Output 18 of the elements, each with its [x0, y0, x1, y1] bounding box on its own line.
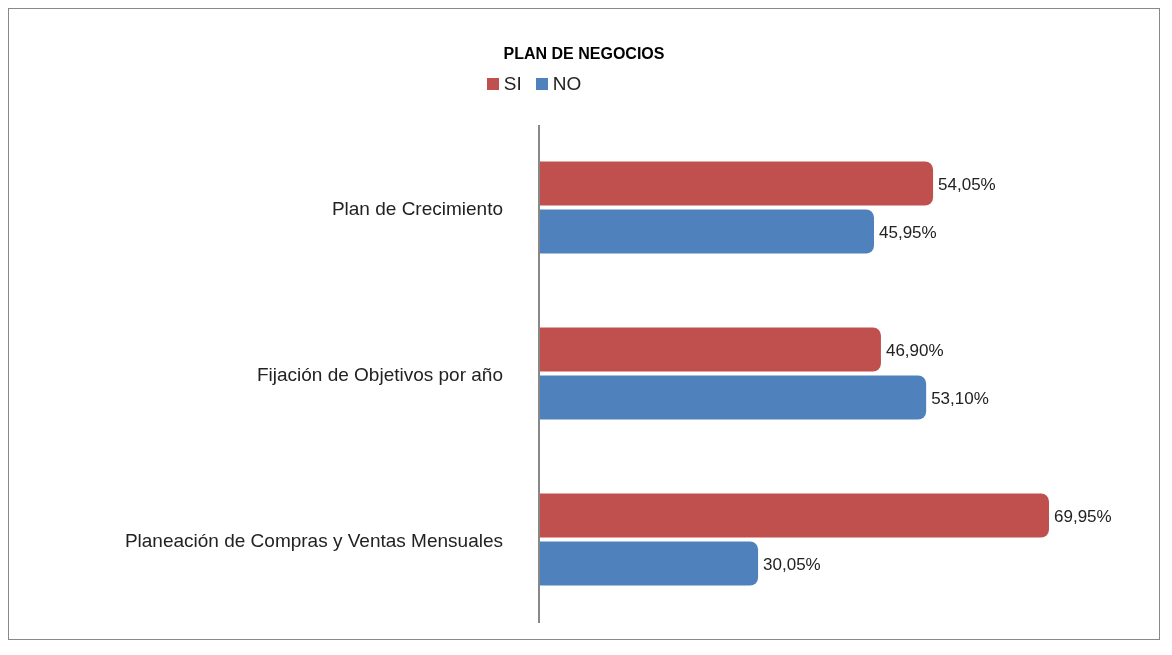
legend-label: NO	[552, 73, 582, 95]
data-label: 53,10%	[931, 388, 989, 408]
y-tick-label: Planeación de Compras y Ventas Mensuales	[124, 529, 503, 551]
bar	[539, 493, 1049, 538]
data-label: 69,95%	[1054, 506, 1112, 526]
legend-label: SI	[503, 73, 522, 95]
data-label: 54,05%	[938, 174, 996, 194]
data-label: 45,95%	[879, 222, 937, 242]
bar	[539, 327, 881, 372]
y-tick-label: Fijación de Objetivos por año	[256, 363, 503, 385]
y-tick-label: Plan de Crecimiento	[331, 197, 503, 219]
bar	[539, 209, 875, 254]
bar	[539, 375, 927, 420]
data-label: 46,90%	[885, 340, 944, 360]
bar	[539, 161, 934, 206]
data-label: 30,05%	[763, 554, 821, 574]
bar	[539, 541, 759, 586]
chart-title: PLAN DE NEGOCIOS	[502, 44, 666, 63]
